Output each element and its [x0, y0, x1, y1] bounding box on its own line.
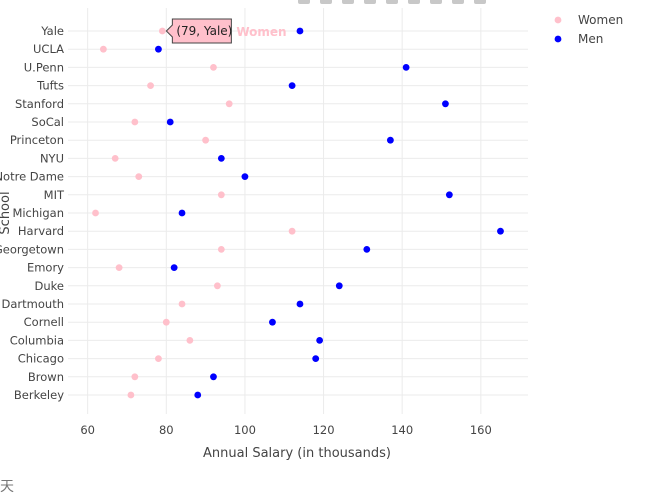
data-point-women — [111, 155, 119, 162]
data-point-women — [202, 136, 210, 144]
corner-glyph: 天 — [0, 479, 14, 495]
data-point-women — [214, 282, 221, 290]
data-point-women — [131, 373, 139, 381]
data-point-women — [217, 246, 225, 253]
y-tick-label: MIT — [44, 188, 65, 202]
data-point-men — [217, 155, 225, 162]
data-point-men — [312, 355, 320, 362]
data-point-men — [155, 45, 162, 53]
data-point-men — [442, 100, 449, 108]
data-point-men — [170, 264, 178, 271]
data-point-men — [296, 300, 304, 308]
data-point-women — [217, 191, 225, 199]
y-tick-label: Emory — [27, 261, 64, 275]
x-tick-label: 100 — [234, 423, 256, 437]
x-axis-title: Annual Salary (in thousands) — [203, 446, 391, 461]
data-point-women — [288, 227, 296, 235]
data-point-men — [316, 337, 324, 344]
x-tick-label: 80 — [159, 423, 174, 437]
y-tick-label: Michigan — [12, 206, 64, 220]
data-point-women — [178, 300, 186, 308]
legend-label-women: Women — [578, 13, 623, 27]
lasso-icon[interactable] — [386, 0, 398, 4]
y-tick-label: UCLA — [33, 42, 64, 56]
x-tick-label: 120 — [313, 423, 335, 437]
pan-icon[interactable] — [342, 0, 354, 4]
y-tick-label: Princeton — [10, 133, 64, 147]
data-points — [92, 27, 504, 399]
x-tick-labels: 60 80 100 120 140 160 — [80, 423, 491, 437]
data-point-women — [99, 45, 107, 53]
y-tick-label: NYU — [40, 151, 64, 165]
reset-icon[interactable] — [474, 0, 486, 4]
y-tick-label: Harvard — [18, 224, 64, 238]
data-point-men — [363, 246, 371, 253]
data-point-women — [131, 118, 139, 126]
y-tick-label: Stanford — [15, 97, 64, 111]
data-point-men — [210, 373, 217, 381]
zoom-icon[interactable] — [320, 0, 332, 4]
y-tick-label: Yale — [40, 24, 64, 38]
x-tick-label: 160 — [470, 423, 492, 437]
y-tick-label: Duke — [35, 279, 64, 293]
y-tick-label: Dartmouth — [2, 297, 64, 311]
tooltip-box — [165, 18, 232, 44]
tooltip-series-name: Women — [236, 25, 286, 39]
y-tick-label: Berkeley — [14, 388, 64, 402]
data-point-men — [178, 209, 186, 217]
data-point-men — [269, 318, 276, 326]
data-point-men — [241, 173, 249, 181]
data-point-women — [147, 82, 154, 89]
zoom-out-icon[interactable] — [430, 0, 442, 4]
legend-marker-women — [554, 16, 562, 24]
y-tick-label: Chicago — [18, 352, 64, 366]
data-point-women — [155, 355, 162, 362]
x-tick-label: 140 — [391, 423, 413, 437]
y-tick-label: Columbia — [10, 333, 64, 347]
data-point-men — [335, 282, 343, 290]
data-point-men — [288, 82, 296, 89]
camera-icon[interactable] — [298, 0, 310, 4]
data-point-men — [194, 391, 202, 399]
select-icon[interactable] — [364, 0, 376, 4]
y-tick-label: Brown — [28, 370, 64, 384]
grid-lines — [68, 8, 528, 414]
y-tick-label: Notre Dame — [0, 170, 64, 184]
legend-marker-men — [554, 35, 562, 43]
data-point-women — [210, 64, 217, 71]
data-point-women — [92, 209, 99, 217]
tooltip-value: (79, Yale) — [176, 24, 232, 38]
data-point-men — [296, 27, 304, 35]
y-tick-label: SoCal — [31, 115, 64, 129]
y-axis-title: School — [0, 191, 13, 234]
data-point-men — [497, 227, 504, 235]
data-point-women — [127, 391, 135, 399]
y-tick-label: Georgetown — [0, 242, 64, 256]
y-tick-labels: Yale UCLA U.Penn Tufts Stanford SoCal Princeto… — [0, 24, 65, 402]
data-point-women — [162, 318, 170, 326]
data-point-women — [186, 337, 194, 344]
data-point-women — [135, 173, 143, 181]
legend: Women Men — [554, 13, 623, 46]
zoom-in-icon[interactable] — [408, 0, 420, 4]
data-point-men — [386, 136, 394, 144]
data-point-men — [402, 64, 410, 71]
y-tick-label: Cornell — [24, 315, 64, 329]
data-point-women — [158, 27, 166, 35]
data-point-men — [166, 118, 174, 126]
modebar — [298, 0, 486, 4]
data-point-men — [445, 191, 453, 199]
y-tick-label: U.Penn — [24, 60, 64, 74]
hover-tooltip: (79, Yale) Women — [165, 18, 287, 44]
data-point-women — [225, 100, 233, 108]
x-tick-label: 60 — [80, 423, 95, 437]
data-point-women — [115, 264, 123, 271]
legend-label-men: Men — [578, 32, 603, 46]
autoscale-icon[interactable] — [452, 0, 464, 4]
y-tick-label: Tufts — [36, 79, 64, 93]
